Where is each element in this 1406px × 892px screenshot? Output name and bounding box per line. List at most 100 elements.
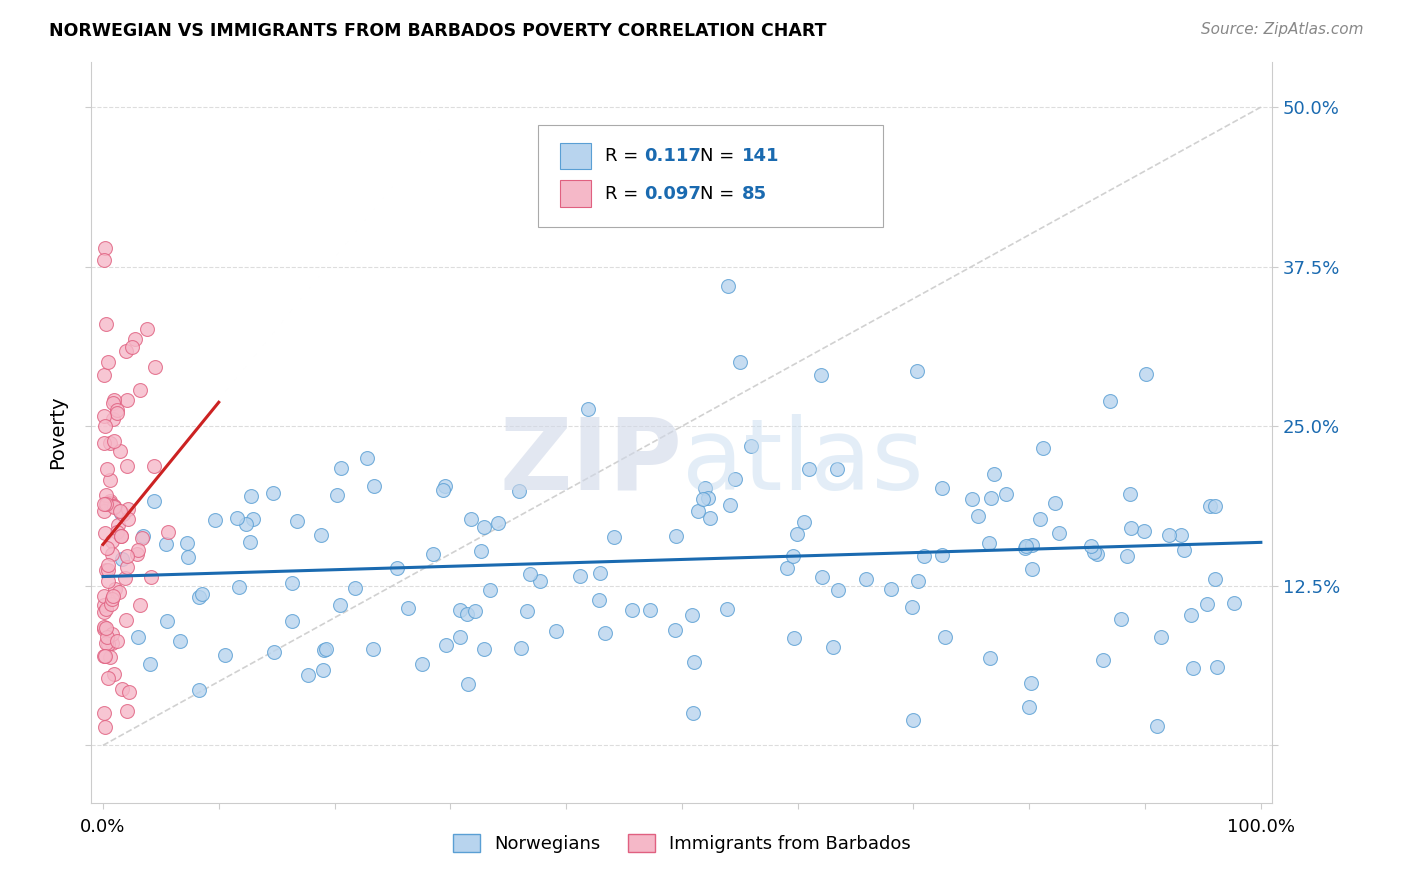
Point: [96, 317, 118, 331]
Point: [117, 560, 139, 574]
Point: [93, 253, 115, 268]
Text: 0.097: 0.097: [644, 185, 700, 202]
Point: [93, 503, 115, 517]
Point: [93, 605, 115, 619]
Point: [516, 604, 538, 618]
Point: [855, 572, 877, 586]
Point: [931, 481, 953, 495]
Point: [1018, 700, 1040, 714]
Point: [1149, 631, 1171, 645]
Point: [115, 459, 138, 474]
Point: [94, 525, 117, 540]
Point: [94, 419, 117, 434]
Point: [96, 602, 118, 616]
Point: [934, 630, 956, 644]
Point: [640, 603, 662, 617]
Point: [94, 488, 117, 502]
Point: [93, 598, 115, 612]
Point: [1195, 597, 1218, 611]
Point: [797, 462, 820, 476]
Point: [457, 676, 479, 690]
Text: N =: N =: [700, 185, 740, 202]
Point: [142, 458, 165, 473]
Point: [239, 535, 262, 549]
Point: [811, 569, 834, 583]
Point: [309, 528, 332, 542]
Point: [98, 649, 121, 664]
Point: [508, 484, 530, 499]
Point: [142, 493, 165, 508]
Point: [1135, 368, 1157, 382]
Point: [782, 549, 804, 563]
Point: [793, 515, 815, 529]
Point: [115, 549, 138, 563]
Point: [311, 663, 333, 677]
Point: [96, 630, 118, 644]
Point: [361, 642, 384, 657]
Point: [204, 513, 226, 527]
Point: [98, 494, 121, 508]
Point: [1182, 661, 1205, 675]
Point: [960, 491, 983, 506]
Point: [1111, 612, 1133, 626]
Point: [903, 713, 925, 727]
Point: [112, 508, 135, 522]
Point: [214, 648, 236, 663]
Point: [1083, 545, 1105, 559]
Point: [411, 657, 433, 671]
Point: [519, 567, 541, 582]
Point: [1180, 607, 1202, 622]
Point: [569, 569, 592, 583]
Text: 85: 85: [742, 185, 768, 202]
Point: [966, 508, 988, 523]
Point: [776, 561, 799, 575]
Point: [242, 511, 264, 525]
Point: [810, 368, 832, 383]
Point: [156, 615, 179, 629]
Text: R =: R =: [605, 147, 644, 165]
Point: [589, 566, 612, 580]
Text: Source: ZipAtlas.com: Source: ZipAtlas.com: [1201, 22, 1364, 37]
Point: [1099, 393, 1122, 408]
Point: [115, 343, 138, 358]
Point: [139, 570, 162, 584]
Point: [94, 649, 117, 664]
Point: [387, 560, 409, 574]
Point: [97, 574, 120, 588]
Point: [93, 409, 115, 423]
Point: [131, 531, 153, 545]
Point: [1159, 528, 1181, 542]
Point: [96, 496, 118, 510]
Point: [105, 525, 128, 540]
Point: [907, 574, 929, 588]
Point: [1204, 499, 1226, 513]
Point: [101, 533, 124, 548]
Point: [740, 439, 762, 453]
Point: [115, 613, 138, 627]
Point: [314, 642, 336, 657]
Point: [117, 502, 139, 516]
Point: [983, 467, 1005, 481]
Point: [717, 278, 740, 293]
Point: [823, 640, 845, 655]
Point: [93, 706, 115, 720]
Point: [356, 450, 378, 465]
Point: [1199, 499, 1222, 513]
Text: R =: R =: [605, 185, 644, 202]
Text: 141: 141: [742, 147, 780, 165]
Point: [1043, 495, 1066, 509]
Point: [696, 491, 718, 505]
Point: [472, 641, 495, 656]
Point: [287, 514, 309, 528]
Point: [121, 340, 143, 354]
Point: [103, 582, 125, 597]
Point: [98, 496, 121, 510]
Point: [724, 473, 747, 487]
Point: [262, 486, 284, 500]
Point: [136, 322, 159, 336]
Point: [97, 558, 120, 572]
Point: [108, 443, 131, 458]
Point: [686, 504, 709, 518]
Point: [226, 510, 249, 524]
Point: [664, 623, 686, 637]
